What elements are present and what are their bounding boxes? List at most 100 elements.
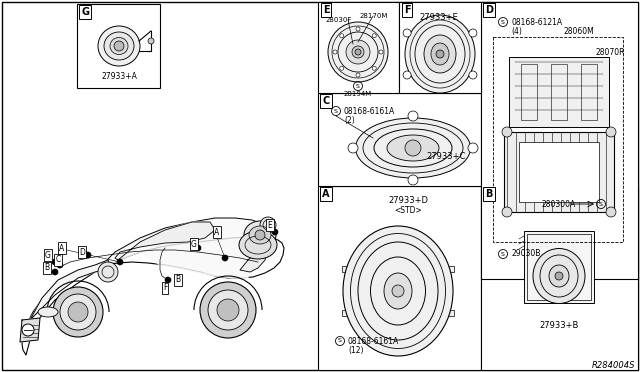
Circle shape: [379, 50, 383, 54]
Text: A: A: [60, 244, 65, 253]
Circle shape: [392, 285, 404, 297]
Bar: [581, 64, 597, 120]
Circle shape: [57, 262, 63, 268]
Circle shape: [405, 140, 421, 156]
Ellipse shape: [249, 226, 271, 244]
Polygon shape: [115, 222, 215, 260]
Text: S: S: [599, 202, 603, 206]
Circle shape: [408, 111, 418, 121]
Text: F: F: [404, 5, 410, 15]
Circle shape: [22, 324, 34, 336]
Text: S: S: [334, 109, 338, 113]
Circle shape: [114, 41, 124, 51]
Text: R284004S: R284004S: [591, 361, 635, 370]
Text: 280300A: 280300A: [541, 199, 575, 208]
Polygon shape: [20, 318, 40, 342]
Text: C: C: [323, 96, 330, 106]
Circle shape: [60, 294, 96, 330]
Text: 28170M: 28170M: [360, 13, 388, 19]
Bar: [524, 231, 594, 303]
Circle shape: [255, 230, 265, 240]
Circle shape: [53, 287, 103, 337]
Ellipse shape: [239, 231, 277, 259]
Text: A: A: [214, 228, 220, 237]
Bar: [445, 266, 454, 272]
Circle shape: [340, 66, 344, 70]
Circle shape: [52, 259, 58, 265]
Ellipse shape: [424, 35, 456, 73]
Text: (4): (4): [511, 26, 522, 35]
Text: 27933+D: 27933+D: [388, 196, 428, 205]
Circle shape: [272, 229, 278, 235]
Polygon shape: [95, 218, 272, 278]
Ellipse shape: [549, 265, 569, 287]
Bar: [519, 142, 599, 202]
Text: G: G: [191, 240, 197, 248]
Circle shape: [606, 127, 616, 137]
Circle shape: [502, 127, 512, 137]
Polygon shape: [240, 242, 268, 272]
Text: B: B: [485, 189, 493, 199]
Circle shape: [408, 175, 418, 185]
Text: G: G: [45, 250, 51, 260]
Text: D: D: [485, 5, 493, 15]
Text: B: B: [44, 263, 49, 273]
Text: C: C: [56, 256, 61, 264]
Bar: [521, 64, 537, 120]
Circle shape: [68, 302, 88, 322]
Bar: [318, 186, 481, 370]
Text: 29030B: 29030B: [511, 250, 540, 259]
Text: S: S: [338, 339, 342, 343]
Text: (12): (12): [348, 346, 364, 355]
Ellipse shape: [38, 307, 58, 317]
Circle shape: [222, 255, 228, 261]
Text: 27933+A: 27933+A: [101, 71, 137, 80]
Text: 27933+B: 27933+B: [540, 321, 579, 330]
Circle shape: [200, 282, 256, 338]
Circle shape: [217, 299, 239, 321]
Ellipse shape: [431, 43, 449, 65]
Circle shape: [98, 262, 118, 282]
Ellipse shape: [405, 15, 475, 93]
Ellipse shape: [387, 135, 439, 161]
Circle shape: [502, 207, 512, 217]
Polygon shape: [30, 260, 110, 320]
Bar: [445, 310, 454, 316]
Bar: [318, 2, 399, 93]
Text: 27933+E: 27933+E: [419, 13, 458, 22]
Text: (2): (2): [344, 115, 355, 125]
Text: 28194M: 28194M: [344, 91, 372, 97]
Text: S: S: [356, 83, 360, 89]
Circle shape: [333, 50, 337, 54]
Bar: [481, 2, 638, 279]
Circle shape: [165, 277, 171, 283]
Text: A: A: [323, 189, 330, 199]
Ellipse shape: [355, 118, 470, 178]
Bar: [342, 266, 350, 272]
Circle shape: [436, 50, 444, 58]
Polygon shape: [22, 237, 284, 355]
Circle shape: [356, 73, 360, 77]
Text: 08168-6161A: 08168-6161A: [344, 106, 396, 115]
Circle shape: [403, 71, 411, 79]
Text: 08168-6121A: 08168-6121A: [511, 17, 562, 26]
Circle shape: [372, 66, 376, 70]
Circle shape: [348, 143, 358, 153]
Text: 27933+C: 27933+C: [427, 151, 466, 160]
Text: 28030F: 28030F: [326, 17, 353, 23]
Text: E: E: [268, 221, 273, 230]
Bar: [77, 4, 160, 88]
Ellipse shape: [533, 248, 585, 304]
Circle shape: [356, 27, 360, 31]
Text: E: E: [323, 5, 330, 15]
Circle shape: [355, 49, 361, 55]
Circle shape: [403, 29, 411, 37]
Ellipse shape: [244, 221, 276, 249]
Bar: [527, 234, 591, 300]
Text: <STD>: <STD>: [394, 205, 422, 215]
Circle shape: [468, 143, 478, 153]
Ellipse shape: [343, 226, 453, 356]
Circle shape: [260, 217, 276, 233]
Circle shape: [328, 22, 388, 82]
Ellipse shape: [104, 32, 134, 60]
